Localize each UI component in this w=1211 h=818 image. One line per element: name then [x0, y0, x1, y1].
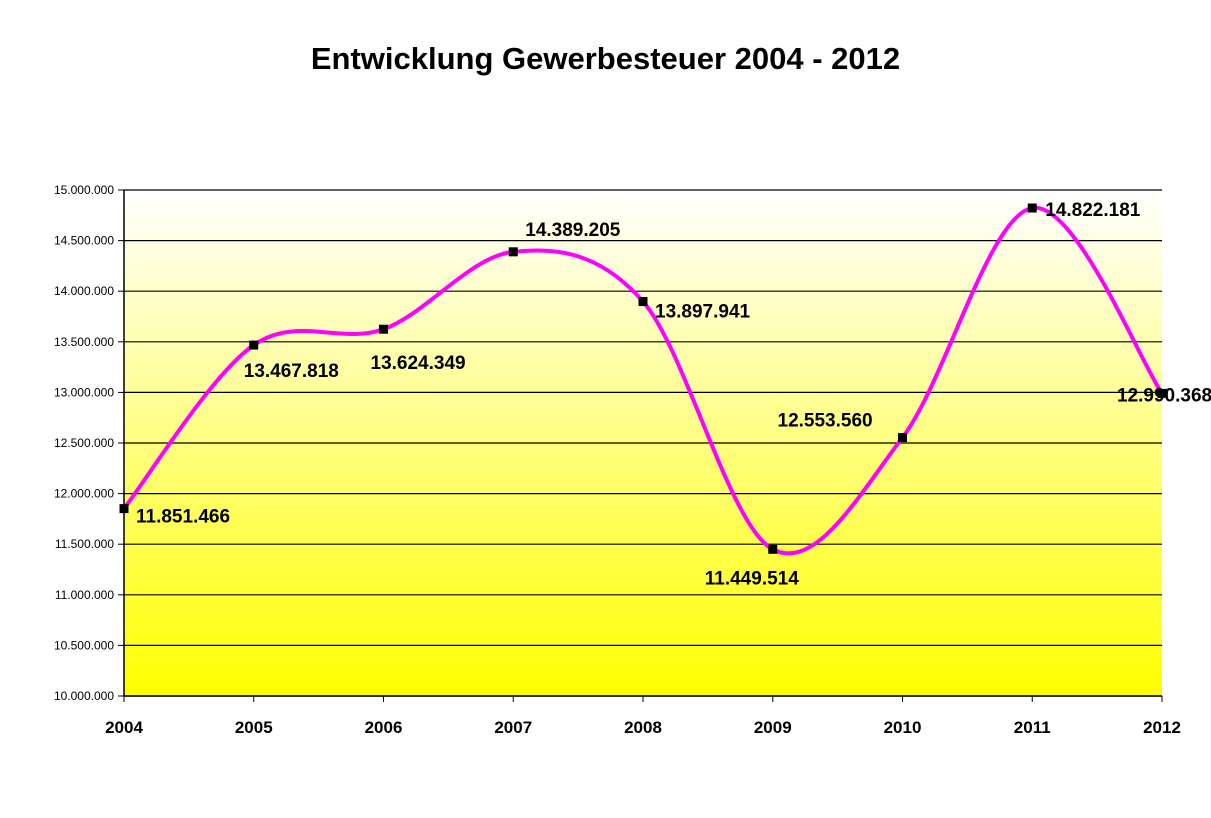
x-axis-ticks: 2004 2005 2006 2007 2008 2009 2010 2011 2012 [105, 718, 1181, 737]
y-tick-label: 12.000.000 [54, 487, 114, 501]
y-tick-label: 15.000.000 [54, 183, 114, 197]
data-label: 11.851.466 [136, 507, 230, 528]
x-tick-label: 2011 [1014, 718, 1051, 737]
data-label: 14.389.205 [525, 220, 621, 241]
y-axis-ticks: 10.000.000 10.500.000 11.000.000 11.500.000… [54, 183, 114, 703]
axes [118, 189, 1163, 702]
data-point [119, 504, 129, 514]
y-tick-label: 14.500.000 [54, 234, 114, 248]
chart-title: Entwicklung Gewerbesteuer 2004 - 2012 [310, 41, 901, 76]
x-tick-label: 2008 [624, 718, 662, 737]
data-label: 12.553.560 [778, 411, 873, 432]
grid-lines [124, 189, 1162, 697]
y-tick-label: 14.000.000 [54, 284, 114, 298]
y-tick-label: 12.500.000 [54, 436, 114, 450]
series-lines [122, 205, 1164, 556]
data-label: 13.467.818 [244, 361, 339, 382]
x-tick-label: 2004 [105, 718, 143, 737]
x-tick-label: 2005 [235, 718, 273, 737]
data-label: 11.449.514 [705, 568, 799, 589]
data-label: 13.897.941 [655, 302, 751, 323]
data-point [1157, 388, 1167, 398]
x-tick-label: 2009 [754, 718, 792, 737]
data-point [379, 324, 388, 334]
y-tick-label: 13.500.000 [54, 335, 114, 349]
data-label: 14.822.181 [1045, 200, 1141, 221]
series-line [122, 205, 1164, 556]
data-point [768, 544, 778, 554]
x-tick-label: 2006 [365, 718, 403, 737]
y-tick-label: 10.500.000 [54, 638, 114, 652]
data-point [249, 340, 259, 350]
y-tick-label: 11.000.000 [55, 588, 114, 602]
data-point [508, 247, 518, 257]
data-point [898, 433, 907, 443]
data-label: 13.624.349 [371, 353, 466, 374]
x-tick-label: 2007 [494, 718, 532, 737]
data-labels: 11.851.466 13.467.818 13.624.349 14.389.205… [136, 200, 1211, 589]
data-markers [119, 203, 1167, 554]
y-tick-label: 13.000.000 [54, 385, 114, 399]
x-tick-label: 2012 [1143, 718, 1181, 737]
data-point [1027, 203, 1037, 213]
data-label: 12.990.368 [1117, 385, 1211, 406]
y-tick-label: 10.000.000 [54, 689, 114, 703]
y-tick-label: 11.500.000 [55, 537, 114, 551]
x-tick-label: 2010 [884, 718, 922, 737]
data-point [638, 297, 648, 307]
